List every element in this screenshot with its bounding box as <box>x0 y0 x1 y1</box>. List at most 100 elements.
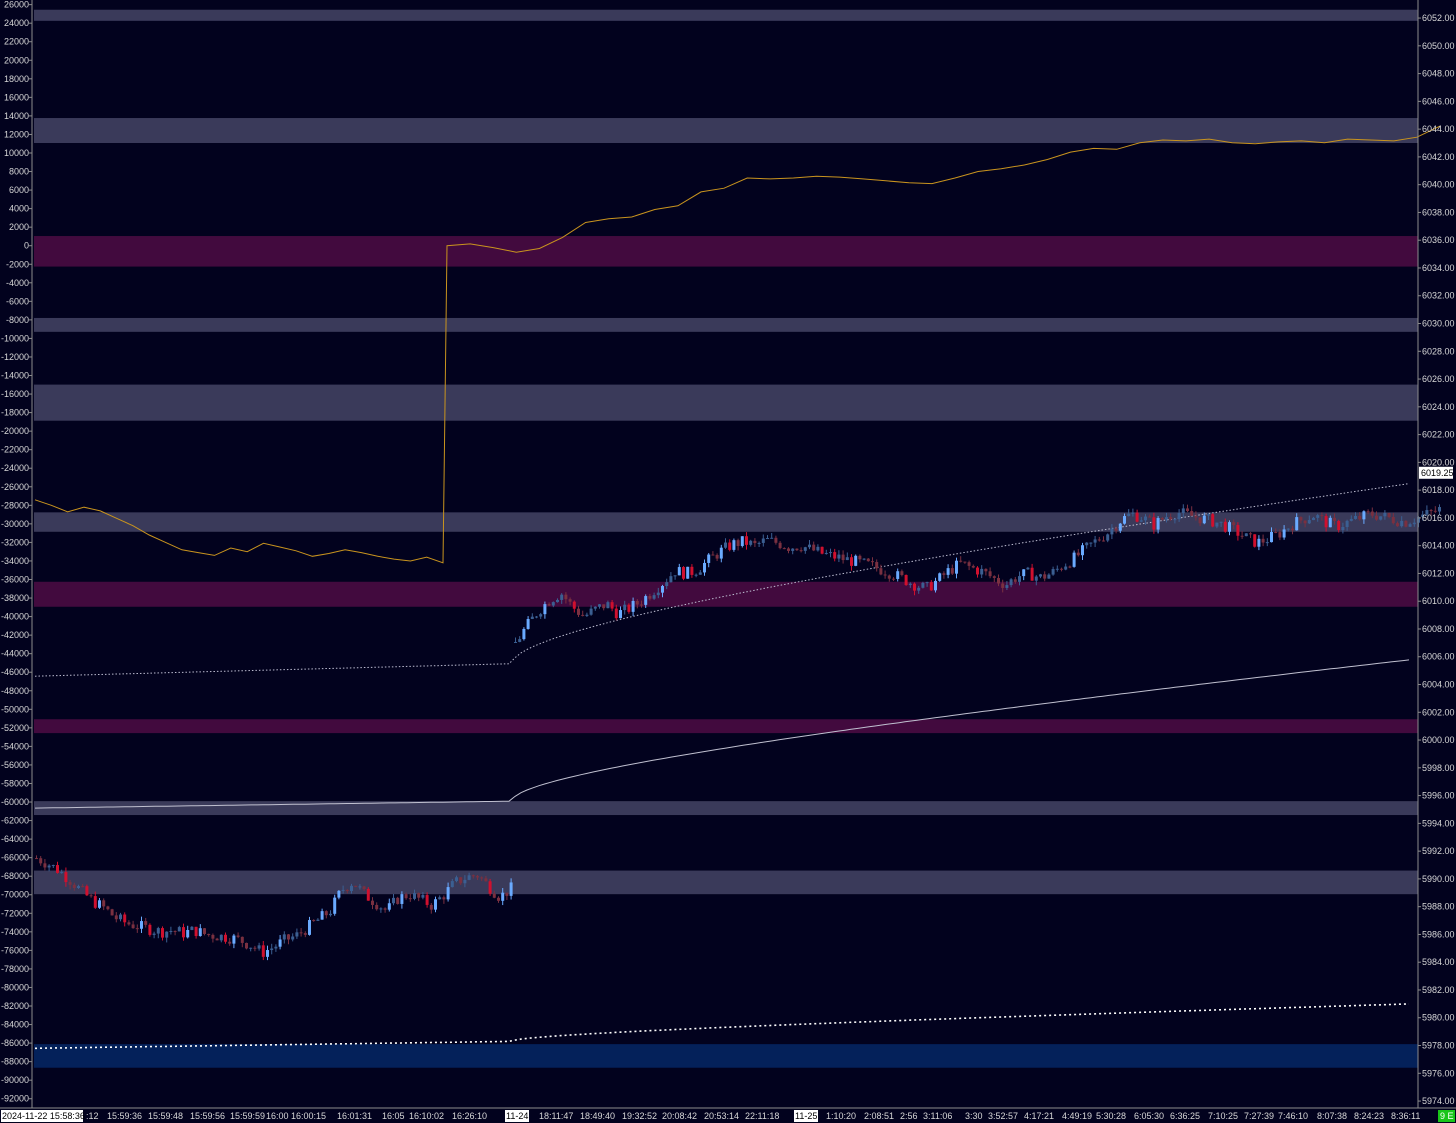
candle-body <box>379 908 383 910</box>
left-tick-label: -64000 <box>1 834 29 844</box>
candle-body <box>1102 540 1105 542</box>
right-tick-label: 6052.00 <box>1422 13 1455 23</box>
candle-body <box>362 886 366 890</box>
candle-body <box>1312 517 1315 521</box>
time-label: 6:36:25 <box>1170 1111 1200 1121</box>
left-tick-label: -76000 <box>1 945 29 955</box>
candle-body <box>1194 515 1198 518</box>
candle-body <box>833 552 837 559</box>
zone-band <box>34 870 1418 895</box>
time-label: 15:59:36 <box>107 1111 142 1121</box>
candle-body <box>866 558 870 562</box>
candle-body <box>1429 510 1433 512</box>
candle-body <box>224 934 227 942</box>
candle-body <box>946 568 950 575</box>
candle-body <box>518 639 522 642</box>
cumulative-delta-line <box>34 125 1441 564</box>
cvd-polyline <box>34 125 1441 564</box>
candle-body <box>417 893 421 898</box>
candle-body <box>47 865 51 868</box>
candle-body <box>1270 531 1273 543</box>
candle-body <box>665 582 669 587</box>
left-tick-label: 4000 <box>9 204 29 214</box>
candle-body <box>614 608 618 619</box>
candle-body <box>992 576 996 578</box>
right-tick-label: 6018.00 <box>1422 485 1455 495</box>
candle-body <box>1202 515 1206 524</box>
candle-body <box>740 536 744 546</box>
right-tick-label: 6044.00 <box>1422 124 1455 134</box>
left-tick-label: -54000 <box>1 741 29 751</box>
candle-body <box>211 934 215 939</box>
candle-body <box>119 914 122 920</box>
candle-body <box>1324 516 1328 528</box>
candle-body <box>1396 523 1399 527</box>
candle-body <box>337 890 341 898</box>
candle-body <box>526 618 530 629</box>
time-label: 20:53:14 <box>704 1111 739 1121</box>
candle-body <box>871 561 874 563</box>
candle-body <box>997 577 1000 584</box>
left-tick-label: -66000 <box>1 853 29 863</box>
candle-body <box>177 927 181 932</box>
zone-band <box>34 512 1418 532</box>
candle-body <box>1383 513 1387 517</box>
time-label: 8:07:38 <box>1317 1111 1347 1121</box>
candle-body <box>1345 520 1349 527</box>
time-label: 15:59:59 <box>230 1111 265 1121</box>
candle-body <box>673 575 677 577</box>
right-tick-label: 6012.00 <box>1422 568 1455 578</box>
candle-body <box>648 596 652 599</box>
left-tick-label: -62000 <box>1 816 29 826</box>
candle-body <box>829 552 832 554</box>
candle-body <box>677 567 681 576</box>
time-label: 3:30 <box>965 1111 983 1121</box>
candle-body <box>1425 510 1429 515</box>
left-tick-label: -92000 <box>1 1094 29 1104</box>
left-tick-label: 2000 <box>9 222 29 232</box>
right-tick-label: 6042.00 <box>1422 152 1455 162</box>
left-tick-label: -38000 <box>1 593 29 603</box>
candle-body <box>1282 529 1286 538</box>
candle-body <box>749 540 753 545</box>
candle-body <box>707 554 711 563</box>
left-tick-label: -52000 <box>1 723 29 733</box>
time-label: 16:05 <box>382 1111 405 1121</box>
candle-body <box>1337 520 1341 531</box>
right-tick-label: 6006.00 <box>1422 652 1455 662</box>
zone-band <box>34 236 1418 267</box>
candle-body <box>1228 522 1231 532</box>
candle-body <box>1223 521 1227 532</box>
candle-body <box>274 946 278 949</box>
time-label: 19:32:52 <box>622 1111 657 1121</box>
candle-body <box>324 911 328 916</box>
left-tick-label: 0 <box>24 241 29 251</box>
candle-body <box>110 909 114 916</box>
candle-body <box>434 899 437 910</box>
candle-body <box>1211 514 1215 527</box>
time-label: 16:10:02 <box>409 1111 444 1121</box>
left-tick-label: -40000 <box>1 612 29 622</box>
candle-body <box>1412 522 1416 525</box>
price-zones <box>34 9 1418 1068</box>
right-tick-label: 5976.00 <box>1422 1068 1455 1078</box>
candle-body <box>446 887 450 900</box>
candle-body <box>1160 518 1164 520</box>
time-label: 8:36:11 <box>1391 1111 1420 1121</box>
left-tick-label: -56000 <box>1 760 29 770</box>
candle-body <box>1244 533 1248 537</box>
candle-body <box>787 548 790 551</box>
date-label: 2024-11-22 15:58:36 <box>2 1111 85 1121</box>
candles <box>35 504 1441 961</box>
candle-body <box>1421 514 1425 518</box>
candle-body <box>1400 520 1404 527</box>
candle-body <box>1076 552 1080 556</box>
candle-body <box>1219 521 1223 523</box>
date-label: 11-25 <box>795 1111 817 1121</box>
candle-body <box>1144 516 1147 521</box>
candle-body <box>1375 515 1378 520</box>
candle-body <box>387 903 391 910</box>
candle-body <box>371 900 374 905</box>
candle-body <box>875 562 879 569</box>
